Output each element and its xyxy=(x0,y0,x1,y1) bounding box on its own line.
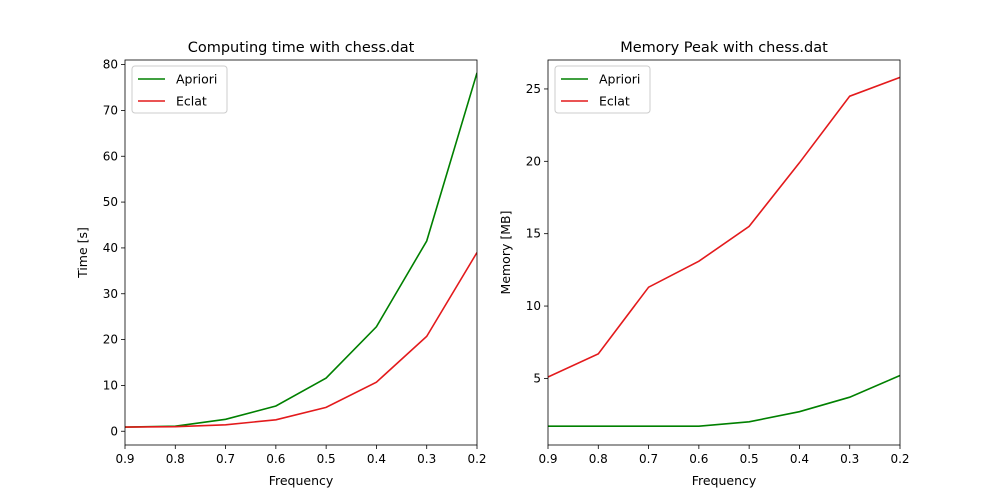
x-tick-label: 0.8 xyxy=(166,452,185,466)
x-tick-label: 0.9 xyxy=(115,452,134,466)
y-tick-label: 20 xyxy=(526,154,541,168)
x-tick-label: 0.6 xyxy=(266,452,285,466)
y-tick-label: 20 xyxy=(103,333,118,347)
legend-label: Eclat xyxy=(176,94,207,109)
x-tick-label: 0.3 xyxy=(840,452,859,466)
x-tick-label: 0.5 xyxy=(740,452,759,466)
y-tick-label: 60 xyxy=(103,149,118,163)
y-axis-label: Time [s] xyxy=(75,227,90,279)
chart-memory-peak: Memory Peak with chess.dat 0.9 0.8 0.7 0.6 0.… xyxy=(498,40,910,488)
x-tick-label: 0.4 xyxy=(367,452,386,466)
plot-frame xyxy=(547,59,901,446)
x-tick-label: 0.7 xyxy=(639,452,658,466)
y-axis-label: Memory [MB] xyxy=(498,211,513,295)
x-tick-label: 0.6 xyxy=(689,452,708,466)
x-tick-label: 0.4 xyxy=(790,452,809,466)
series-line-eclat xyxy=(548,76,900,378)
x-tick-label: 0.7 xyxy=(216,452,235,466)
legend-label: Apriori xyxy=(599,72,640,87)
y-tick-label: 25 xyxy=(526,82,541,96)
y-tick-label: 10 xyxy=(103,378,118,392)
y-tick-label: 0 xyxy=(110,424,118,438)
y-tick-label: 80 xyxy=(103,58,118,72)
y-tick-label: 40 xyxy=(103,241,118,255)
x-axis-label: Frequency xyxy=(269,473,334,488)
legend-label: Eclat xyxy=(599,94,630,109)
series-line-eclat xyxy=(125,252,477,428)
y-tick-label: 70 xyxy=(103,103,118,117)
y-tick-label: 10 xyxy=(526,299,541,313)
x-tick-label: 0.5 xyxy=(317,452,336,466)
series-line-apriori xyxy=(125,72,477,428)
chart-computing-time: Computing time with chess.dat 0.9 0.8 0.7 0.… xyxy=(75,40,487,488)
y-tick-label: 30 xyxy=(103,287,118,301)
series-line-apriori xyxy=(548,374,900,428)
x-axis-label: Frequency xyxy=(692,473,757,488)
y-tick-label: 50 xyxy=(103,195,118,209)
plot-frame xyxy=(124,59,478,446)
legend-label: Apriori xyxy=(176,72,217,87)
chart-title: Computing time with chess.dat xyxy=(188,40,415,56)
x-tick-label: 0.2 xyxy=(890,452,909,466)
y-tick-label: 5 xyxy=(533,371,541,385)
y-tick-label: 15 xyxy=(526,227,541,241)
x-tick-label: 0.8 xyxy=(589,452,608,466)
x-tick-label: 0.2 xyxy=(467,452,486,466)
chart-title: Memory Peak with chess.dat xyxy=(620,40,828,56)
x-tick-label: 0.9 xyxy=(538,452,557,466)
x-tick-label: 0.3 xyxy=(417,452,436,466)
